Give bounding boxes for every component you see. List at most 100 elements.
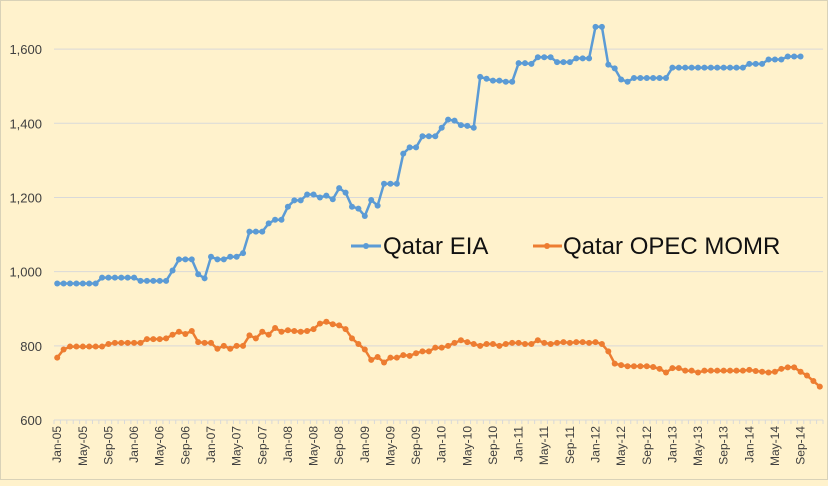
data-point <box>682 367 689 374</box>
data-point <box>669 64 676 71</box>
data-point <box>208 253 215 260</box>
x-tick-label: Jan-09 <box>358 426 372 463</box>
data-point <box>464 339 471 346</box>
data-point <box>419 348 426 355</box>
x-tick-label: May-12 <box>614 426 628 466</box>
data-point <box>182 330 189 337</box>
legend-label-eia: Qatar EIA <box>383 233 488 260</box>
data-point <box>329 196 336 203</box>
data-point <box>797 368 804 375</box>
data-point <box>541 54 548 61</box>
data-point <box>297 328 304 335</box>
data-point <box>400 352 407 359</box>
x-tick-label: Sep-11 <box>563 426 577 464</box>
data-point <box>60 346 67 353</box>
data-point <box>323 192 330 199</box>
data-point <box>188 327 195 334</box>
data-point <box>509 78 516 85</box>
data-point <box>451 339 458 346</box>
data-point <box>643 75 650 82</box>
data-point <box>67 280 74 287</box>
x-tick-label: Jan-08 <box>281 426 295 463</box>
data-point <box>348 203 355 210</box>
data-point <box>816 383 823 390</box>
data-point <box>284 203 291 210</box>
data-point <box>60 280 67 287</box>
y-tick-label: 1,600 <box>9 42 42 57</box>
data-point <box>413 350 420 357</box>
data-point <box>803 372 810 379</box>
data-point <box>99 274 106 281</box>
data-point <box>201 339 208 346</box>
data-point <box>310 326 317 333</box>
data-point <box>771 368 778 375</box>
data-point <box>547 54 554 61</box>
y-tick-label: 1,000 <box>9 265 42 280</box>
data-point <box>445 342 452 349</box>
data-point <box>195 339 202 346</box>
data-point <box>163 277 170 284</box>
data-point <box>425 133 432 140</box>
data-point <box>637 363 644 370</box>
data-point <box>650 75 657 82</box>
data-point <box>220 342 227 349</box>
y-tick-label: 1,400 <box>9 116 42 131</box>
data-point <box>464 122 471 129</box>
data-point <box>720 64 727 71</box>
data-point <box>560 339 567 346</box>
data-point <box>86 280 93 287</box>
data-point <box>413 144 420 151</box>
data-point <box>316 320 323 327</box>
data-point <box>432 344 439 351</box>
data-point <box>656 75 663 82</box>
data-point <box>265 220 272 227</box>
data-point <box>150 336 157 343</box>
data-point <box>374 202 381 209</box>
data-point <box>175 328 182 335</box>
data-point <box>662 75 669 82</box>
data-point <box>54 280 61 287</box>
data-point <box>605 348 612 355</box>
data-point <box>624 78 631 85</box>
data-point <box>534 337 541 344</box>
data-point <box>778 56 785 63</box>
x-tick-label: Jan-10 <box>435 426 449 463</box>
data-point <box>714 64 721 71</box>
legend: Qatar EIA Qatar OPEC MOMR <box>351 233 780 260</box>
data-point <box>695 369 702 376</box>
data-point <box>361 213 368 219</box>
data-point <box>727 64 734 71</box>
x-tick-label: Sep-14 <box>794 426 808 465</box>
y-tick-label: 1,200 <box>9 190 42 205</box>
data-point <box>784 364 791 371</box>
x-tick-label: May-10 <box>460 426 474 466</box>
x-tick-label: Jan-11 <box>512 426 526 462</box>
data-point <box>541 339 548 346</box>
data-point <box>259 228 266 235</box>
data-point <box>554 59 561 66</box>
data-point <box>284 327 291 334</box>
x-tick-label: May-07 <box>230 426 244 466</box>
x-tick-label: May-05 <box>76 426 90 466</box>
data-point <box>714 367 721 374</box>
data-point <box>470 340 477 347</box>
data-point <box>746 60 753 67</box>
data-point <box>586 55 593 62</box>
data-point <box>707 367 714 374</box>
data-point <box>438 124 445 131</box>
data-point <box>291 197 298 204</box>
data-point <box>393 180 400 187</box>
data-point <box>374 353 381 360</box>
data-point <box>111 274 118 281</box>
data-point <box>765 369 772 376</box>
data-point <box>316 194 323 201</box>
data-point <box>348 335 355 342</box>
data-point <box>342 326 349 333</box>
data-point <box>169 267 176 274</box>
legend-marker-eia <box>363 243 369 249</box>
data-point <box>73 343 80 350</box>
data-point <box>515 60 522 67</box>
data-point <box>310 191 317 198</box>
data-point <box>579 55 586 62</box>
